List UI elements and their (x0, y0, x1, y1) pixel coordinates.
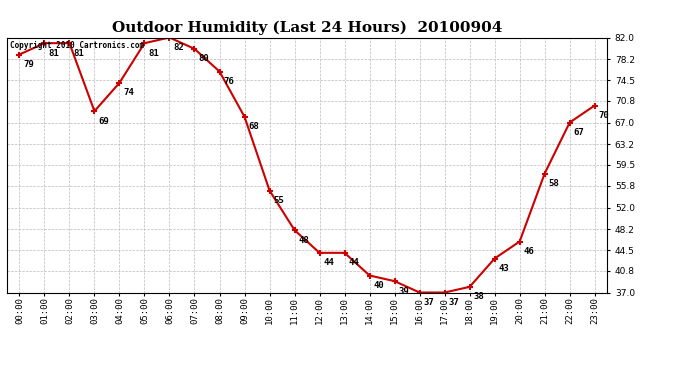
Text: 38: 38 (474, 292, 484, 302)
Text: 81: 81 (148, 49, 159, 58)
Text: 44: 44 (324, 258, 335, 267)
Text: 40: 40 (374, 281, 384, 290)
Text: 37: 37 (448, 298, 460, 307)
Text: 70: 70 (599, 111, 609, 120)
Text: Copyright 2010 Cartronics.com: Copyright 2010 Cartronics.com (10, 41, 144, 50)
Text: 80: 80 (199, 54, 209, 63)
Title: Outdoor Humidity (Last 24 Hours)  20100904: Outdoor Humidity (Last 24 Hours) 2010090… (112, 21, 502, 35)
Text: 67: 67 (574, 128, 584, 137)
Text: 43: 43 (499, 264, 509, 273)
Text: 58: 58 (549, 179, 560, 188)
Text: 69: 69 (99, 117, 109, 126)
Text: 76: 76 (224, 77, 235, 86)
Text: 74: 74 (124, 88, 135, 98)
Text: 79: 79 (23, 60, 34, 69)
Text: 44: 44 (348, 258, 359, 267)
Text: 68: 68 (248, 122, 259, 131)
Text: 55: 55 (274, 196, 284, 205)
Text: 46: 46 (524, 247, 535, 256)
Text: 81: 81 (48, 49, 59, 58)
Text: 82: 82 (174, 43, 184, 52)
Text: 39: 39 (399, 286, 409, 296)
Text: 48: 48 (299, 236, 309, 244)
Text: 81: 81 (74, 49, 84, 58)
Text: 37: 37 (424, 298, 435, 307)
